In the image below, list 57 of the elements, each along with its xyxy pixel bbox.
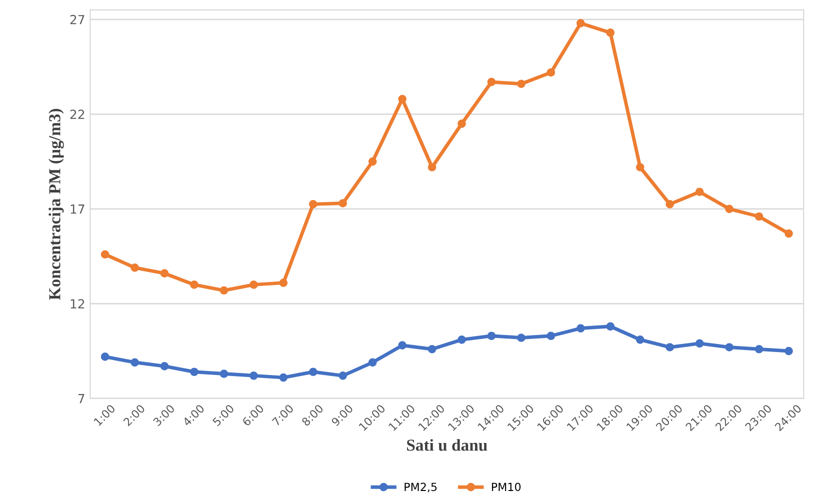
point [754, 344, 764, 354]
legend-label: PM2,5 [404, 482, 437, 492]
point [546, 68, 556, 77]
point [517, 334, 526, 342]
point [576, 324, 585, 332]
y-tick-label: 7 [78, 394, 84, 404]
point [487, 78, 496, 86]
point [308, 368, 318, 376]
point [576, 19, 585, 28]
point [784, 229, 793, 238]
point [546, 332, 556, 340]
point [220, 370, 228, 378]
point [130, 358, 139, 367]
point [754, 212, 764, 221]
point [279, 278, 288, 287]
x-axis-title: Sati u danu [407, 439, 488, 451]
point [130, 263, 139, 272]
point [636, 163, 644, 172]
point [606, 28, 615, 37]
point [220, 286, 228, 295]
y-tick-label: 12 [70, 299, 84, 308]
point [368, 157, 377, 166]
y-axis-title: Koncentracija PM (µg/m3) [48, 108, 64, 300]
point [725, 204, 734, 214]
point [250, 371, 258, 380]
point [428, 344, 436, 354]
point [517, 80, 526, 88]
y-tick-label: 27 [70, 14, 84, 24]
point [308, 200, 318, 208]
point [695, 339, 704, 348]
point [160, 269, 169, 278]
legend-label: PM10 [492, 482, 521, 492]
point [398, 341, 406, 350]
point [160, 362, 169, 370]
point [606, 322, 615, 331]
point [666, 200, 674, 208]
point [190, 280, 198, 289]
point [458, 335, 466, 344]
point [695, 188, 704, 196]
point [784, 346, 793, 356]
point [279, 373, 288, 382]
point [250, 280, 258, 289]
y-tick-label: 17 [70, 204, 84, 214]
point [190, 368, 198, 376]
point [338, 199, 348, 208]
point [725, 343, 734, 352]
y-tick-label: 22 [70, 110, 84, 119]
point [398, 94, 406, 104]
point [338, 371, 348, 380]
point [636, 335, 644, 344]
point [487, 332, 496, 340]
point [100, 352, 110, 361]
point [458, 119, 466, 128]
point [100, 250, 110, 259]
point [666, 343, 674, 352]
point [428, 163, 436, 172]
point [368, 358, 377, 367]
